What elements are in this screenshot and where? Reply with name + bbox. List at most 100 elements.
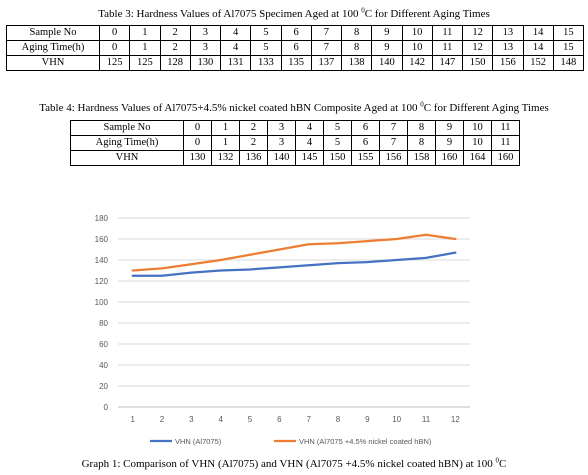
data-point xyxy=(307,264,310,267)
y-tick-label: 140 xyxy=(95,256,109,265)
table-cell: 158 xyxy=(407,150,436,166)
table-cell: 3 xyxy=(189,40,222,56)
table-cell: 1 xyxy=(129,40,161,56)
table-cell: 7 xyxy=(379,135,408,151)
row-header: VHN xyxy=(6,55,100,71)
legend-label: VHN (Al7075 +4.5% nickel coated hBN) xyxy=(299,437,432,446)
x-tick-label: 5 xyxy=(248,415,253,424)
table-row: VHN 125 125 128 130 131 133 135 137 138 140 142 147 1… xyxy=(6,55,585,71)
table-cell: 152 xyxy=(522,55,554,71)
series-line-2 xyxy=(131,233,457,272)
table-cell: 2 xyxy=(239,135,268,151)
table-cell: 136 xyxy=(239,150,268,166)
table-cell: 9 xyxy=(371,25,403,41)
table-cell: 0 xyxy=(183,135,212,151)
table-cell: 11 xyxy=(491,120,520,136)
table-cell: 9 xyxy=(435,120,464,136)
table-cell: 13 xyxy=(492,40,524,56)
table-cell: 140 xyxy=(267,150,296,166)
table-cell: 150 xyxy=(461,55,494,71)
table4-caption: Table 4: Hardness Values of Al7075+4.5% … xyxy=(0,100,588,115)
table-row: Aging Time(h) 0 1 2 3 4 5 6 7 8 9 10 11 12 13 14 15 xyxy=(6,40,585,56)
table-cell: 156 xyxy=(379,150,408,166)
table-cell: 125 xyxy=(98,55,131,71)
table-cell: 0 xyxy=(183,120,212,136)
table-cell: 10 xyxy=(463,135,492,151)
x-tick-label: 6 xyxy=(277,415,282,424)
y-tick-label: 0 xyxy=(104,403,109,412)
table-cell: 2 xyxy=(239,120,268,136)
table-cell: 14 xyxy=(522,40,554,56)
table-cell: 145 xyxy=(295,150,324,166)
table-cell: 2 xyxy=(159,40,191,56)
x-tick-label: 2 xyxy=(160,415,165,424)
data-point xyxy=(366,240,369,242)
table4-caption-unit: C for Different Aging Times xyxy=(423,102,549,114)
y-tick-label: 20 xyxy=(99,382,108,391)
data-point xyxy=(395,259,398,261)
data-point xyxy=(307,243,310,246)
x-tick-label: 11 xyxy=(422,415,431,424)
table4-caption-degree: 0 xyxy=(420,100,424,109)
legend-label: VHN (Al7075) xyxy=(175,437,222,446)
row-header: Sample No xyxy=(6,25,100,41)
graph-caption-unit: C xyxy=(499,458,507,470)
table-row: Sample No 0 1 2 3 4 5 6 7 8 9 10 11 xyxy=(70,120,520,136)
data-point xyxy=(131,274,134,277)
table-cell: 2 xyxy=(159,25,191,41)
table-cell: 6 xyxy=(280,40,312,56)
table3-caption-degree: 0 xyxy=(361,6,365,15)
table-cell: 150 xyxy=(323,150,352,166)
table3: Sample No 0 1 2 3 4 5 6 7 8 9 10 11 12 13 14 15 Aging Tim… xyxy=(6,25,585,71)
table-cell: 3 xyxy=(189,25,222,41)
table-cell: 9 xyxy=(435,135,464,151)
x-tick-label: 8 xyxy=(336,415,341,424)
table-cell: 5 xyxy=(323,135,352,151)
table-cell: 5 xyxy=(323,120,352,136)
table-cell: 156 xyxy=(492,55,524,71)
graph-caption-degree: 0 xyxy=(495,456,500,465)
table4-caption-text: Table 4: Hardness Values of Al7075+4.5% … xyxy=(39,102,421,114)
table-cell: 7 xyxy=(379,120,408,136)
table-cell: 128 xyxy=(159,55,191,71)
table-cell: 137 xyxy=(310,55,343,71)
table-cell: 4 xyxy=(219,25,252,41)
data-point xyxy=(190,271,193,274)
table-cell: 10 xyxy=(463,120,492,136)
x-tick-label: 4 xyxy=(218,415,223,424)
table-cell: 0 xyxy=(98,40,131,56)
table-cell: 148 xyxy=(552,55,585,71)
y-tick-label: 160 xyxy=(95,235,109,244)
table-cell: 131 xyxy=(219,55,252,71)
table-cell: 138 xyxy=(340,55,373,71)
table-cell: 8 xyxy=(407,135,436,151)
row-header: Aging Time(h) xyxy=(70,135,184,151)
x-tick-label: 9 xyxy=(365,415,370,424)
data-point xyxy=(337,242,339,245)
table-cell: 135 xyxy=(280,55,312,71)
data-point xyxy=(219,259,222,261)
data-point xyxy=(161,267,163,270)
x-tick-label: 12 xyxy=(451,415,460,424)
table-cell: 125 xyxy=(129,55,161,71)
table-cell: 130 xyxy=(183,150,212,166)
data-point xyxy=(425,257,427,259)
table3-caption: Table 3: Hardness Values of Al7075 Speci… xyxy=(0,6,588,21)
table-cell: 12 xyxy=(461,25,494,41)
graph-caption-text: Graph 1: Comparison of VHN (Al7075) and … xyxy=(81,458,496,470)
y-tick-label: 120 xyxy=(95,277,109,286)
table3-caption-text: Table 3: Hardness Values of Al7075 Speci… xyxy=(98,8,362,20)
x-tick-label: 1 xyxy=(130,415,135,424)
table-cell: 8 xyxy=(340,25,373,41)
data-point xyxy=(249,268,251,271)
x-tick-label: 3 xyxy=(189,415,194,424)
table-cell: 160 xyxy=(435,150,464,166)
table-cell: 7 xyxy=(310,40,343,56)
y-tick-label: 180 xyxy=(95,214,109,223)
data-point xyxy=(454,251,457,254)
table-row: VHN 130 132 136 140 145 150 155 156 158 160 164 160 xyxy=(70,150,520,166)
table-cell: 6 xyxy=(351,120,380,136)
table-cell: 5 xyxy=(250,25,282,41)
table-row: Aging Time(h) 0 1 2 3 4 5 6 7 8 9 10 11 xyxy=(70,135,520,151)
table-cell: 160 xyxy=(491,150,520,166)
